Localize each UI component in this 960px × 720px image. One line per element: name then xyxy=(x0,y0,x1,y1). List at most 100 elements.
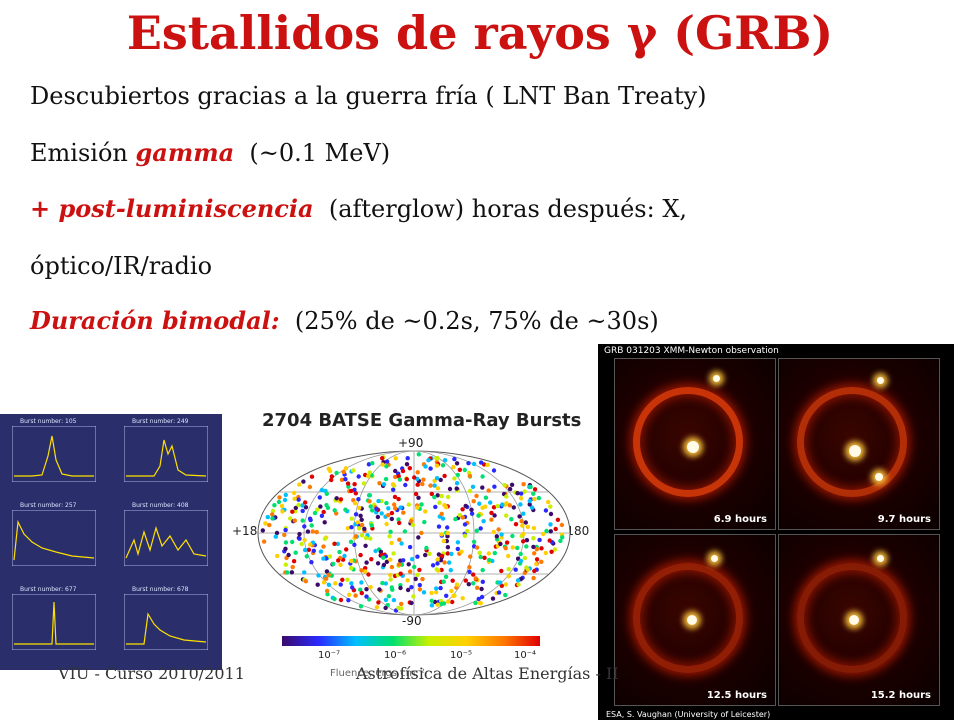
grb-dot xyxy=(449,588,454,594)
grb-dot xyxy=(325,588,330,594)
grb-dot xyxy=(393,474,398,480)
grb-dot xyxy=(504,513,509,518)
grb-dot xyxy=(450,578,455,583)
grb-dot xyxy=(303,579,308,584)
grb-dot xyxy=(396,605,401,611)
grb-dot xyxy=(467,569,472,574)
grb-dot xyxy=(363,543,368,548)
grb-dot xyxy=(513,522,519,527)
grb-dot xyxy=(381,482,387,487)
grb-dot xyxy=(398,505,403,510)
duration-text: (25% de ~0.2s, 75% de ~30s) xyxy=(279,307,659,335)
grb-dot xyxy=(532,568,537,574)
grb-dot xyxy=(321,580,327,585)
bullet-afterglow: + post-luminiscencia (afterglow) horas d… xyxy=(30,194,687,223)
grb-dot xyxy=(374,605,380,610)
grb-dot xyxy=(343,466,349,471)
grb-dot xyxy=(524,565,529,570)
grb-dot xyxy=(324,503,329,508)
grb-dot xyxy=(388,572,393,578)
grb-dot xyxy=(303,500,308,505)
grb-dot xyxy=(334,496,339,501)
grb-dot xyxy=(440,463,446,468)
grb-dot xyxy=(518,551,523,557)
light-curve-label: Burst number: 677 xyxy=(20,586,77,593)
grb-dot xyxy=(489,510,494,516)
gamma-energy: (~0.1 MeV) xyxy=(234,139,391,167)
grb-dot xyxy=(370,508,375,513)
grb-dot xyxy=(358,552,363,558)
grb-dot xyxy=(383,476,389,482)
grb-dot xyxy=(517,514,522,519)
grb-dot xyxy=(408,519,414,524)
grb-dot xyxy=(452,476,457,481)
grb-dot xyxy=(348,539,354,544)
xmm-afterglow-figure: GRB 031203 XMM-Newton observation 6.9 ho… xyxy=(598,344,954,720)
bullet-gamma-emission: Emisión gamma (~0.1 MeV) xyxy=(30,138,390,167)
grb-dot xyxy=(356,497,361,502)
grb-dot xyxy=(343,477,348,482)
grb-dot xyxy=(285,570,290,575)
grb-dot xyxy=(310,529,315,534)
grb-dot xyxy=(301,479,306,484)
grb-dot xyxy=(500,502,505,507)
grb-dot xyxy=(479,460,484,465)
colorbar-tick: 10⁻⁴ xyxy=(514,650,537,661)
grb-dot xyxy=(492,484,497,489)
grb-dot xyxy=(343,507,348,512)
grb-dot xyxy=(389,516,394,522)
bullet-discovery: Descubiertos gracias a la guerra fría ( … xyxy=(30,82,707,110)
grb-dot xyxy=(326,466,331,471)
grb-dot xyxy=(338,582,343,587)
sky-map-title: 2704 BATSE Gamma-Ray Bursts xyxy=(262,410,582,431)
grb-dot xyxy=(419,530,424,536)
grb-dot xyxy=(481,519,486,524)
grb-dot xyxy=(434,463,440,468)
grb-dot xyxy=(457,467,462,472)
grb-dot xyxy=(527,498,532,504)
grb-dot xyxy=(454,582,460,587)
grb-dot xyxy=(368,536,373,541)
grb-dot xyxy=(455,540,461,545)
grb-dot xyxy=(434,456,439,461)
grb-dot xyxy=(445,530,450,536)
grb-dot xyxy=(544,528,549,534)
grb-dot xyxy=(270,516,275,521)
grb-dot xyxy=(467,473,473,479)
grb-dot xyxy=(309,560,314,565)
grb-dot xyxy=(499,532,504,537)
grb-dot xyxy=(413,576,418,582)
grb-dot xyxy=(507,503,512,508)
grb-dot xyxy=(460,507,465,512)
grb-dot xyxy=(349,488,354,494)
grb-dot xyxy=(536,495,542,501)
colorbar-label: Fluence, ergs cm⁻² xyxy=(330,668,425,679)
grb-dot xyxy=(474,528,479,533)
grb-dot xyxy=(434,476,440,481)
grb-dot xyxy=(498,580,503,585)
grb-dot xyxy=(521,539,526,544)
grb-dot xyxy=(524,544,529,549)
grb-dot xyxy=(398,585,403,591)
grb-dot xyxy=(277,495,282,500)
grb-dot xyxy=(325,592,330,597)
grb-dot xyxy=(452,456,457,462)
grb-dot xyxy=(519,491,524,496)
grb-dot xyxy=(441,579,446,584)
grb-dot xyxy=(477,600,482,606)
grb-dot xyxy=(521,531,526,537)
light-curve-label: Burst number: 249 xyxy=(132,418,189,425)
grb-dot xyxy=(364,587,369,592)
grb-dot xyxy=(560,535,565,540)
grb-dot xyxy=(358,513,363,518)
grb-dot xyxy=(286,552,291,558)
grb-dot xyxy=(275,553,280,559)
grb-dot xyxy=(439,553,445,559)
grb-dot xyxy=(390,482,396,487)
grb-dot xyxy=(356,474,361,479)
grb-dot xyxy=(366,474,371,479)
grb-dot xyxy=(442,560,447,565)
grb-dot xyxy=(412,475,417,480)
grb-dot xyxy=(520,523,525,528)
grb-dot xyxy=(303,505,309,510)
